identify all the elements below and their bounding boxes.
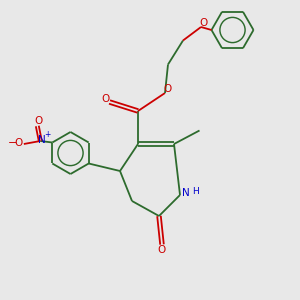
Text: O: O xyxy=(158,244,166,255)
Text: O: O xyxy=(35,116,43,126)
Text: N: N xyxy=(182,188,189,199)
Text: O: O xyxy=(101,94,109,104)
Text: H: H xyxy=(192,188,199,196)
Text: O: O xyxy=(163,84,171,94)
Text: O: O xyxy=(14,138,22,148)
Text: N: N xyxy=(38,135,46,146)
Text: −: − xyxy=(8,138,17,148)
Text: +: + xyxy=(44,130,50,139)
Text: O: O xyxy=(199,18,208,28)
